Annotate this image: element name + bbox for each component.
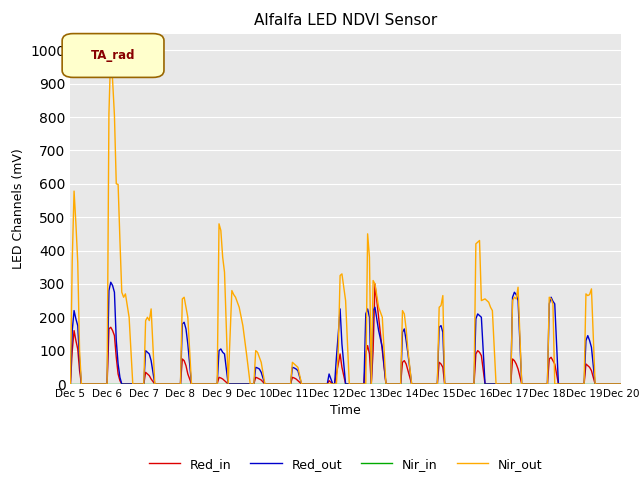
Red_in — [569, 381, 577, 387]
Red_out — [67, 381, 74, 387]
Red_out — [364, 306, 371, 312]
Legend: Red_in, Red_out, Nir_in, Nir_out: Red_in, Red_out, Nir_in, Nir_out — [144, 453, 547, 476]
Nir_in — [395, 381, 403, 387]
Nir_out — [617, 381, 625, 387]
Red_in — [67, 381, 74, 387]
Line: Red_out: Red_out — [70, 282, 621, 384]
X-axis label: Time: Time — [330, 405, 361, 418]
Nir_out — [435, 304, 443, 310]
Nir_in — [617, 381, 625, 387]
Red_in — [362, 351, 370, 357]
FancyBboxPatch shape — [62, 34, 164, 77]
Nir_in — [433, 381, 441, 387]
Nir_out — [569, 381, 577, 387]
Red_out — [617, 381, 625, 387]
Y-axis label: LED Channels (mV): LED Channels (mV) — [12, 148, 25, 269]
Nir_out — [67, 381, 74, 387]
Text: TA_rad: TA_rad — [91, 49, 136, 62]
Red_in — [404, 368, 412, 373]
Red_in — [617, 381, 625, 387]
Nir_in — [403, 381, 410, 387]
Nir_out — [397, 381, 404, 387]
Red_in — [129, 381, 136, 387]
Title: Alfalfa LED NDVI Sensor: Alfalfa LED NDVI Sensor — [254, 13, 437, 28]
Nir_in — [566, 381, 573, 387]
Red_in — [397, 381, 404, 387]
Line: Red_in: Red_in — [70, 284, 621, 384]
Red_in — [435, 360, 443, 365]
Nir_out — [364, 231, 371, 237]
Red_out — [397, 381, 404, 387]
Nir_out — [404, 348, 412, 353]
Nir_in — [129, 381, 136, 387]
Red_out — [435, 324, 443, 330]
Red_out — [107, 279, 115, 285]
Red_out — [569, 381, 577, 387]
Red_out — [404, 351, 412, 357]
Red_out — [132, 381, 140, 387]
Nir_in — [67, 381, 74, 387]
Nir_in — [362, 381, 370, 387]
Line: Nir_out: Nir_out — [70, 50, 621, 384]
Nir_out — [132, 381, 140, 387]
Nir_out — [107, 48, 115, 53]
Red_in — [371, 281, 379, 287]
